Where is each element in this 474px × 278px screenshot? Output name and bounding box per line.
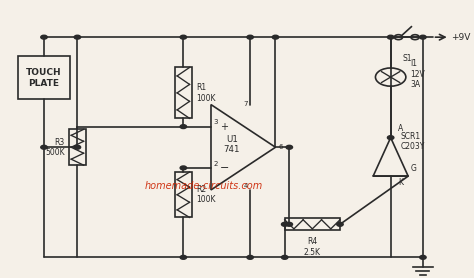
Text: 6: 6 [279, 144, 283, 150]
Text: 3: 3 [214, 119, 218, 125]
Circle shape [41, 35, 47, 39]
Text: G: G [410, 164, 416, 173]
Circle shape [74, 35, 81, 39]
Circle shape [41, 145, 47, 149]
Text: I1
12V
3A: I1 12V 3A [410, 59, 425, 89]
Text: R2
100K: R2 100K [196, 185, 216, 204]
Text: SCR1
C203Y: SCR1 C203Y [401, 132, 425, 152]
Circle shape [272, 35, 279, 39]
Circle shape [180, 35, 187, 39]
Circle shape [247, 255, 254, 259]
Text: TOUCH
PLATE: TOUCH PLATE [26, 68, 62, 88]
Circle shape [337, 222, 343, 226]
Text: 7: 7 [243, 101, 248, 107]
Circle shape [387, 35, 394, 39]
Text: +9V: +9V [451, 33, 470, 42]
Text: +: + [220, 121, 228, 131]
Circle shape [419, 255, 426, 259]
Circle shape [419, 35, 426, 39]
Text: homemade-circuits.com: homemade-circuits.com [145, 181, 263, 191]
Text: S1: S1 [402, 54, 411, 63]
Text: U1
741: U1 741 [223, 135, 240, 154]
Circle shape [286, 222, 292, 226]
Text: R3
500K: R3 500K [45, 138, 64, 157]
Text: 2: 2 [214, 160, 218, 167]
Circle shape [282, 222, 288, 226]
Circle shape [247, 35, 254, 39]
Text: A: A [398, 125, 403, 133]
Circle shape [180, 166, 187, 170]
Text: −: − [220, 163, 229, 173]
Text: R4
2.5K: R4 2.5K [304, 237, 321, 257]
Circle shape [387, 136, 394, 140]
Circle shape [180, 125, 187, 128]
Text: R1
100K: R1 100K [196, 83, 216, 103]
Circle shape [180, 255, 187, 259]
Text: K: K [398, 178, 403, 187]
Circle shape [282, 255, 288, 259]
Circle shape [286, 145, 292, 149]
Text: 4: 4 [243, 183, 247, 188]
Circle shape [74, 145, 81, 149]
